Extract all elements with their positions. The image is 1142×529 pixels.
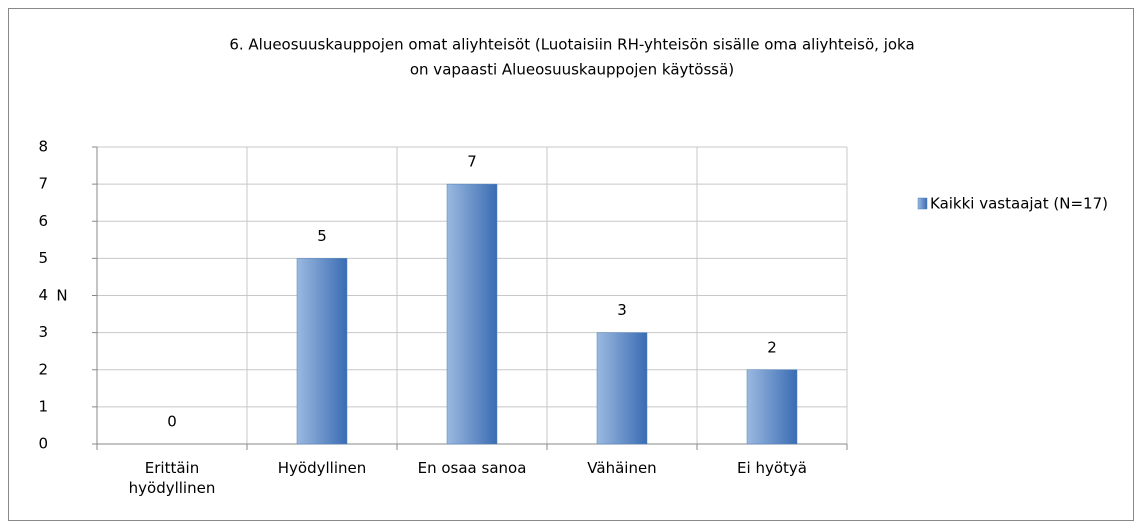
bar: [746, 369, 798, 445]
data-label: 5: [317, 227, 327, 245]
x-tick-label: Erittäin hyödyllinen: [128, 459, 216, 497]
x-tick-label: Hyödyllinen: [277, 459, 367, 477]
x-tick-label: En osaa sanoa: [417, 459, 527, 477]
data-label: 2: [767, 338, 777, 356]
legend-swatch: [917, 197, 928, 210]
y-tick-label: 2: [38, 360, 48, 378]
chart-title: 6. Alueosuuskauppojen omat aliyhteisöt (…: [229, 36, 914, 54]
legend-label: Kaikki vastaajat (N=17): [930, 195, 1108, 213]
y-tick-label: 7: [38, 175, 48, 193]
chart-border: [8, 8, 1134, 521]
bar: [296, 258, 348, 445]
bar: [596, 332, 648, 445]
y-tick-label: 6: [38, 212, 48, 230]
data-label: 3: [617, 301, 627, 319]
y-tick-label: 8: [38, 138, 48, 156]
y-tick-label: 4: [38, 286, 48, 304]
x-tick-label: Vähäinen: [587, 459, 657, 477]
y-axis-label: N: [56, 287, 67, 305]
y-tick-label: 1: [38, 397, 48, 415]
chart-title: on vapaasti Alueosuuskauppojen käytössä): [410, 61, 734, 79]
y-tick-label: 0: [38, 435, 48, 453]
y-tick-label: 3: [38, 323, 48, 341]
data-label: 7: [467, 153, 477, 171]
y-tick-label: 5: [38, 249, 48, 267]
data-label: 0: [167, 413, 177, 431]
x-tick-label: Ei hyötyä: [737, 459, 807, 477]
bar: [446, 183, 498, 445]
